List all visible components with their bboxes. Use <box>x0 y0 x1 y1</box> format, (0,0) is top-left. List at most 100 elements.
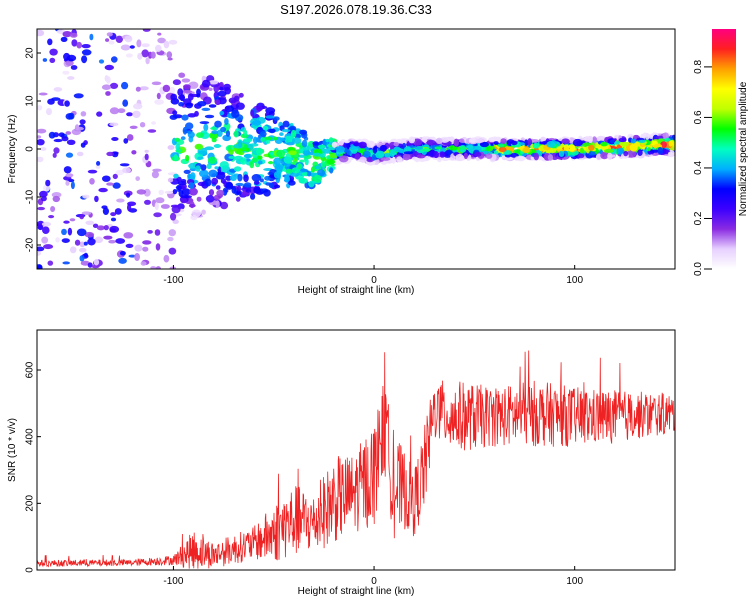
spectrogram-cell <box>155 197 165 204</box>
spectrogram-cell <box>286 142 295 146</box>
spectrogram-cell <box>587 135 593 144</box>
spectrogram-cell <box>320 160 326 168</box>
spectrogram-cell <box>268 182 274 189</box>
spectrogram-cell <box>191 209 202 218</box>
spectrogram-cell <box>463 152 468 159</box>
spectrogram-cell <box>129 45 135 49</box>
spectrogram-cell <box>76 151 84 157</box>
spectrogram-cell <box>273 184 281 189</box>
spectrogram-cell <box>103 235 113 240</box>
spectrogram-cell <box>65 131 72 135</box>
spectrogram-cell <box>220 126 227 133</box>
spectrogram-cell <box>439 151 445 158</box>
spectrogram-cell <box>169 114 178 120</box>
spectrogram-cell <box>256 147 263 156</box>
spectrogram-cell <box>67 76 75 80</box>
spectrogram-cell <box>588 144 595 151</box>
spectrogram-cell <box>231 110 240 118</box>
spectrogram-cell <box>178 72 186 78</box>
spectrogram-cell <box>325 138 330 143</box>
spectrogram-cell <box>140 261 147 266</box>
spectrogram-cell <box>163 254 170 263</box>
spectrogram-cell <box>540 144 545 151</box>
spectrogram-cell <box>234 155 244 161</box>
spectrogram-cell <box>201 209 206 215</box>
spectrogram-cell <box>299 129 308 135</box>
spectrogram-cell <box>238 92 244 98</box>
spectrogram-cell <box>170 204 180 208</box>
spectrogram-cell <box>469 137 477 143</box>
spectrogram-cell <box>279 132 284 137</box>
spectrogram-cell <box>453 138 459 147</box>
spectrogram-cell <box>498 147 507 153</box>
spectrogram-cell <box>329 167 334 174</box>
spectrogram-cell <box>233 95 240 102</box>
spectrogram-cell <box>158 189 164 195</box>
snr-x-ticks: -100 0 100 <box>163 566 583 587</box>
spectrogram-cell <box>208 87 213 92</box>
spectrogram-cell <box>204 146 215 151</box>
spectrogram-cell <box>122 99 129 107</box>
spectrogram-cell <box>215 171 226 175</box>
spectrogram-cell <box>37 128 47 134</box>
spectrogram-cell <box>515 156 521 160</box>
spectrogram-cell <box>91 264 100 269</box>
spectrogram-cell <box>273 171 282 179</box>
spectrogram-cell <box>96 111 103 117</box>
spectrogram-cell <box>619 141 629 147</box>
spectrogram-cell <box>274 164 284 172</box>
spectrogram-cell <box>136 39 142 48</box>
spectrogram-cell <box>338 155 349 163</box>
spectrogram-cell <box>125 53 133 58</box>
spectrogram-cell <box>282 120 290 128</box>
spectrogram-cell <box>66 139 76 145</box>
spectrogram-cell <box>416 154 426 159</box>
spectrogram-cell <box>126 134 134 141</box>
spectrogram-cell <box>263 136 273 141</box>
spectrogram-cell <box>141 49 149 58</box>
spectrogram-cell <box>47 260 54 266</box>
spectrogram-cell <box>532 142 540 149</box>
spectrogram-cell <box>301 139 308 148</box>
spectrogram-cell <box>128 254 137 258</box>
spectrogram-cell <box>616 147 625 155</box>
spectrogram-cell <box>216 189 225 197</box>
spectrogram-cell <box>73 93 84 99</box>
spectrogram-cell <box>344 140 350 144</box>
spectrogram-cell <box>308 180 315 188</box>
spectrogram-cell <box>168 229 176 237</box>
spectrogram-cell <box>196 132 204 139</box>
spectrogram-cell <box>62 70 70 75</box>
spectrogram-cell <box>645 132 650 141</box>
spectrogram-cell <box>170 93 178 101</box>
spectrogram-cell <box>172 110 178 116</box>
spectrogram-cell <box>579 148 585 154</box>
spectrogram-cell <box>474 152 482 157</box>
spectrogram-cell <box>155 266 161 269</box>
spectrogram-cell <box>49 48 58 56</box>
spectrogram-cell <box>123 232 134 239</box>
spectrogram-cell <box>203 123 209 132</box>
spectrogram-cell <box>618 137 627 143</box>
spectrogram-cell <box>173 173 179 179</box>
spectrogram-cell <box>283 156 293 164</box>
spectrogram-cell <box>63 166 72 174</box>
spectrogram-cell <box>346 150 351 155</box>
spectrogram-cell <box>164 190 174 194</box>
spectrogram-cell <box>37 246 45 252</box>
spectrogram-cell <box>142 29 151 32</box>
spectrogram-cell <box>156 92 161 100</box>
spectrogram-cell <box>48 215 55 219</box>
spectrogram-cell <box>547 154 554 161</box>
spectrogram-cell <box>572 138 583 147</box>
spectrogram-cell <box>237 173 243 182</box>
spectrogram-cell <box>79 119 86 125</box>
spectrogram-cell <box>291 167 300 174</box>
spectrogram-cell <box>638 139 646 143</box>
spectrogram-cell <box>150 266 157 269</box>
spectrogram-cell <box>238 140 243 148</box>
spectrogram-cell <box>391 157 396 164</box>
spectrogram-cell <box>109 107 120 115</box>
spectrogram-cell <box>155 243 161 251</box>
